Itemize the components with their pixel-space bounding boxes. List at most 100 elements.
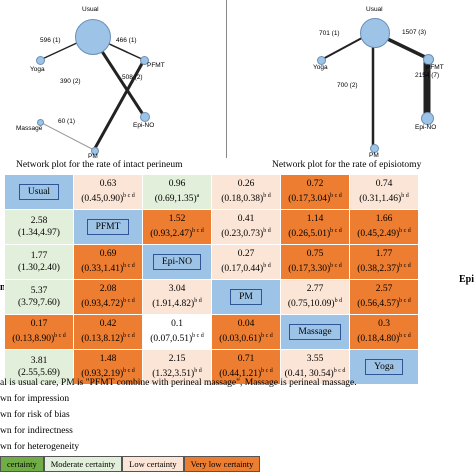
table-cell: 3.04 (1.91,4.82)b d: [142, 279, 212, 315]
effect-estimate: 0.69: [99, 249, 117, 260]
table-diagonal-cell: PFMT: [73, 209, 143, 245]
edge-label-usual-pfmt: 466 (1): [116, 37, 137, 44]
effect-estimate: 0.27: [237, 249, 255, 260]
table-row: 2.58 (1.34,4.97) PFMT 1.52 (0.93,2.47)b c d 0…: [4, 209, 419, 245]
table-cell: 0.3 (0.18,4.80)b c d: [349, 314, 419, 350]
legend-very-low-certainty: Very low certainty: [183, 456, 261, 472]
effect-estimate: 0.3: [378, 319, 390, 330]
confidence-interval: (0.38,2.37)b c d: [357, 263, 411, 275]
table-cell: 1.52 (0.93,2.47)b c d: [142, 209, 212, 245]
treatment-label: PFMT: [86, 219, 130, 235]
effect-estimate: 0.04: [237, 319, 255, 330]
node-label-epi-no: Epi-NO: [415, 124, 437, 131]
table-row: 3.81 (2.55,5.69) 1.48 (0.93,2.19)b c d 2.15 (…: [4, 349, 419, 385]
table-diagonal-cell: PM: [211, 279, 281, 315]
table-row: 1.77 (1.30,2.40) 0.69 (0.33,1.41)b c d Epi-N…: [4, 244, 419, 280]
table-cell: 0.41 (0.23,0.73)b d: [211, 209, 281, 245]
table-cell: 0.26 (0.18,0.38)b d: [211, 174, 281, 210]
confidence-interval: (1.34,4.97): [18, 228, 60, 238]
downgrade-reasons: b c d: [123, 368, 135, 375]
edge-label-pfmt-epino: 2154 (7): [415, 72, 440, 79]
effect-estimate: 0.41: [237, 214, 255, 225]
table-cell: 1.77 (1.30,2.40): [4, 244, 74, 280]
effect-estimate: 2.08: [99, 284, 117, 295]
effect-estimate: 0.74: [375, 179, 393, 190]
footnote-abbreviations: al is usual care, PM is "PFMT combine wi…: [0, 378, 357, 388]
panel-divider: [226, 0, 227, 158]
legend-low-certainty: Low certainty: [122, 456, 184, 472]
node-pm: [370, 144, 379, 153]
table-cell: 2.08 (0.93,4.72)b c d: [73, 279, 143, 315]
edge-label-usual-epino: 390 (2): [60, 78, 81, 85]
node-pfmt: [140, 56, 149, 65]
network-plot-intact-edges: [39, 35, 146, 151]
table-cell: 2.15 (1.32,3.51)b d: [142, 349, 212, 385]
confidence-interval: (0.45,0.90)b c d: [81, 193, 135, 205]
effect-estimate: 1.52: [168, 214, 186, 225]
confidence-interval: (0.23,0.73)b d: [221, 228, 271, 240]
downgrade-reasons: b c d: [330, 263, 342, 270]
legend-moderate-certainty: Moderate certainty: [43, 456, 123, 472]
table-cell: 2.57 (0.56,4.57)b c d: [349, 279, 419, 315]
table-cell: 0.75 (0.17,3.30)b c d: [280, 244, 350, 280]
downgrade-reasons: b d: [194, 368, 202, 375]
effect-estimate: 1.77: [375, 249, 393, 260]
table-row: 5.37 (3.79,7.60) 2.08 (0.93,4.72)b c d 3.04 (…: [4, 279, 419, 315]
node-label-pm: PM: [88, 153, 98, 160]
downgrade-reasons: b c d: [399, 298, 411, 305]
confidence-interval: (0.17,0.44)b d: [221, 263, 271, 275]
node-massage: [37, 119, 44, 126]
footnote-impression: wn for impression: [0, 394, 70, 404]
treatment-label: PM: [230, 289, 262, 305]
downgrade-reasons: b c d: [261, 368, 273, 375]
effect-estimate: 2.77: [306, 284, 324, 295]
node-label-pfmt: PFMT: [426, 64, 444, 71]
table-cell: 2.58 (1.34,4.97): [4, 209, 74, 245]
treatment-label: Usual: [18, 184, 60, 200]
table-cell: 3.81 (2.55,5.69): [4, 349, 74, 385]
effect-estimate: 2.57: [375, 284, 393, 295]
table-diagonal-cell: Usual: [4, 174, 74, 210]
effect-estimate: 0.96: [168, 179, 186, 190]
downgrade-reasons: b c d: [192, 228, 204, 235]
confidence-interval: (0.93,2.19)b c d: [81, 368, 135, 380]
confidence-interval: (0.07,0.51)b c d: [150, 333, 204, 345]
table-cell: 0.96 (0.69,1.35)a: [142, 174, 212, 210]
effect-estimate: 1.77: [30, 251, 48, 261]
confidence-interval: (0.44,1.21)b c d: [219, 368, 273, 380]
node-label-pm: PM: [369, 152, 379, 159]
confidence-interval: (1.91,4.82)b d: [152, 298, 202, 310]
effect-estimate: 0.71: [237, 354, 255, 365]
downgrade-reasons: b c d: [399, 228, 411, 235]
confidence-interval: (0.75,10.09)b d: [287, 298, 343, 310]
downgrade-reasons: b d: [194, 298, 202, 305]
table-cell: 0.42 (0.13,8.12)b c d: [73, 314, 143, 350]
effect-estimate: 0.26: [237, 179, 255, 190]
table-cell: 5.37 (3.79,7.60): [4, 279, 74, 315]
side-label-left: n: [0, 282, 6, 293]
confidence-interval: (0.31,1.46)b d: [359, 193, 409, 205]
certainty-legend: certainty Moderate certainty Low certain…: [0, 456, 261, 472]
confidence-interval: (0.45,2.49)b c d: [357, 228, 411, 240]
confidence-interval: (0.93,2.47)b c d: [150, 228, 204, 240]
table-cell: 0.72 (0.17,3.04)b c d: [280, 174, 350, 210]
downgrade-reasons: b c d: [399, 263, 411, 270]
effect-estimate: 0.72: [306, 179, 324, 190]
table-diagonal-cell: Massage: [280, 314, 350, 350]
confidence-interval: (0.18,4.80)b c d: [357, 333, 411, 345]
table-diagonal-cell: Epi-NO: [142, 244, 212, 280]
effect-estimate: 0.63: [99, 179, 117, 190]
footnote-indirectness: wn for indirectness: [0, 426, 73, 436]
effect-estimate: 2.58: [30, 216, 48, 226]
table-cell: 0.71 (0.44,1.21)b c d: [211, 349, 281, 385]
table-cell: 1.66 (0.45,2.49)b c d: [349, 209, 419, 245]
node-pfmt: [423, 54, 434, 65]
downgrade-reasons: b c d: [261, 333, 273, 340]
effect-estimate: 1.14: [306, 214, 324, 225]
effect-estimate: 0.42: [99, 319, 117, 330]
downgrade-reasons: b d: [334, 298, 343, 305]
node-label-pfmt: PFMT: [147, 62, 165, 69]
effect-estimate: 0.17: [30, 319, 48, 330]
confidence-interval: (1.32,3.51)b d: [152, 368, 202, 380]
downgrade-reasons: b c d: [123, 333, 135, 340]
